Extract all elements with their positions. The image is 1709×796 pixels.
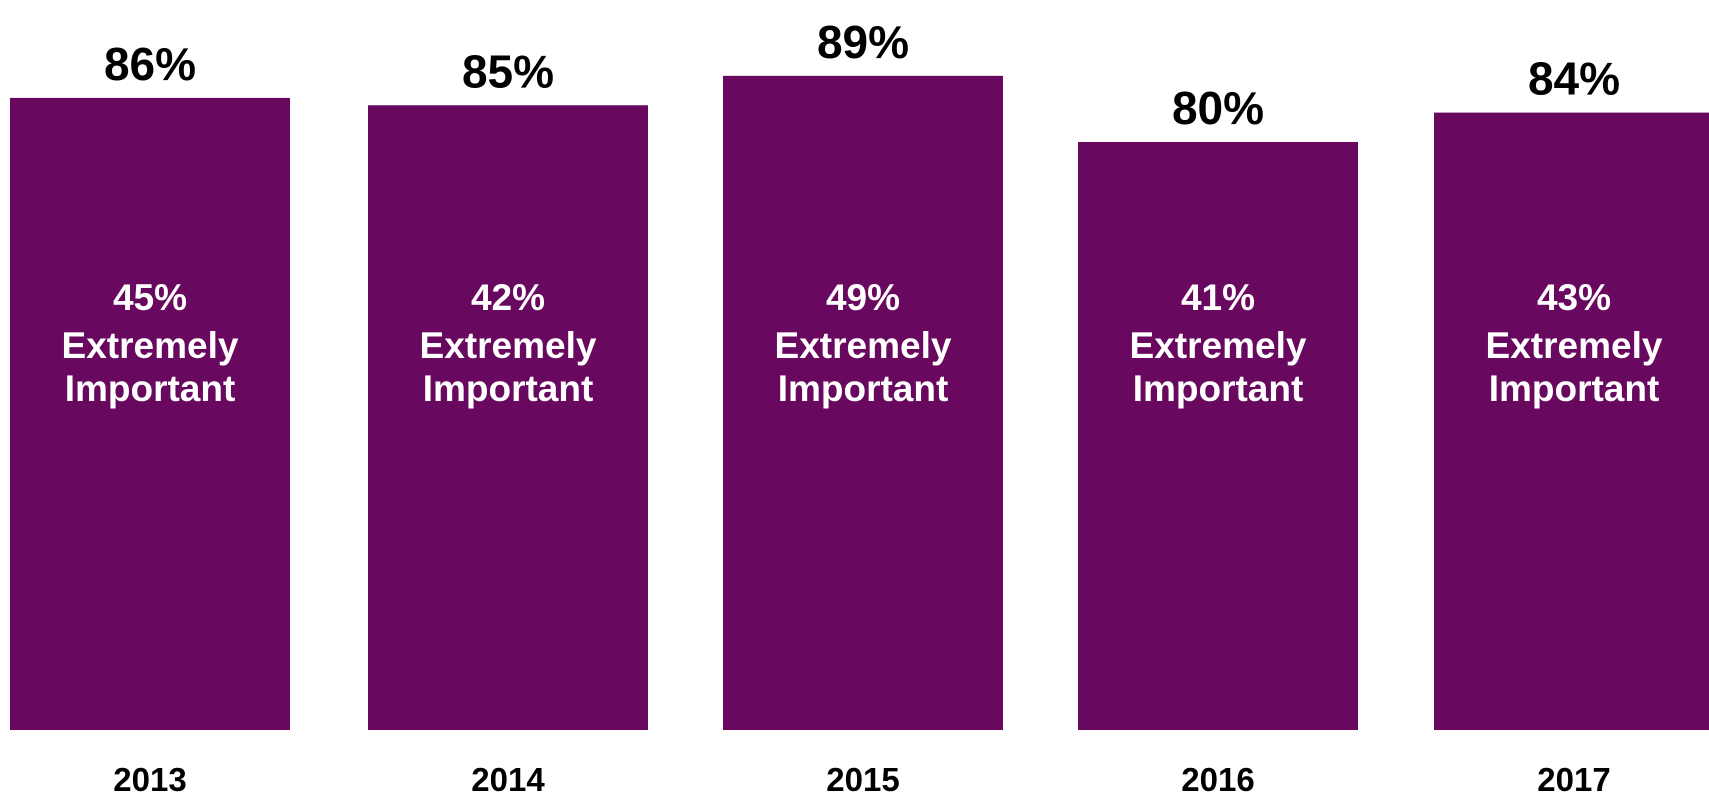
x-tick-label-2014: 2014 — [471, 761, 545, 796]
inner-text-line2-2013: Important — [65, 368, 236, 409]
x-tick-label-2017: 2017 — [1537, 761, 1610, 796]
value-label-2014: 85% — [462, 45, 554, 97]
x-tick-label-2016: 2016 — [1181, 761, 1254, 796]
value-label-2017: 84% — [1528, 53, 1620, 105]
inner-value-label-2014: 42% — [471, 277, 545, 318]
x-tick-label-2013: 2013 — [113, 761, 186, 796]
inner-text-line2-2017: Important — [1489, 368, 1660, 409]
bar-2013 — [10, 97, 290, 730]
inner-value-label-2013: 45% — [113, 277, 187, 318]
inner-value-label-2017: 43% — [1537, 277, 1611, 318]
value-label-2013: 86% — [104, 38, 196, 90]
bar-2015 — [723, 75, 1003, 731]
bars-group — [10, 75, 1709, 731]
value-label-2016: 80% — [1172, 82, 1264, 134]
bar-2014 — [368, 105, 648, 730]
value-label-2015: 89% — [817, 16, 909, 68]
inner-text-line1-2016: Extremely — [1130, 325, 1307, 366]
inner-value-label-2016: 41% — [1181, 277, 1255, 318]
inner-value-label-2015: 49% — [826, 277, 900, 318]
inner-text-line1-2014: Extremely — [420, 325, 597, 366]
labels-group: 86%45%ExtremelyImportant201385%42%Extrem… — [62, 16, 1663, 796]
inner-text-line1-2015: Extremely — [775, 325, 952, 366]
x-tick-label-2015: 2015 — [826, 761, 899, 796]
inner-text-line2-2016: Important — [1133, 368, 1304, 409]
inner-text-line2-2015: Important — [778, 368, 949, 409]
bar-2017 — [1434, 112, 1709, 731]
inner-text-line1-2017: Extremely — [1486, 325, 1663, 366]
inner-text-line2-2014: Important — [423, 368, 594, 409]
bar-2016 — [1078, 142, 1358, 730]
inner-text-line1-2013: Extremely — [62, 325, 239, 366]
